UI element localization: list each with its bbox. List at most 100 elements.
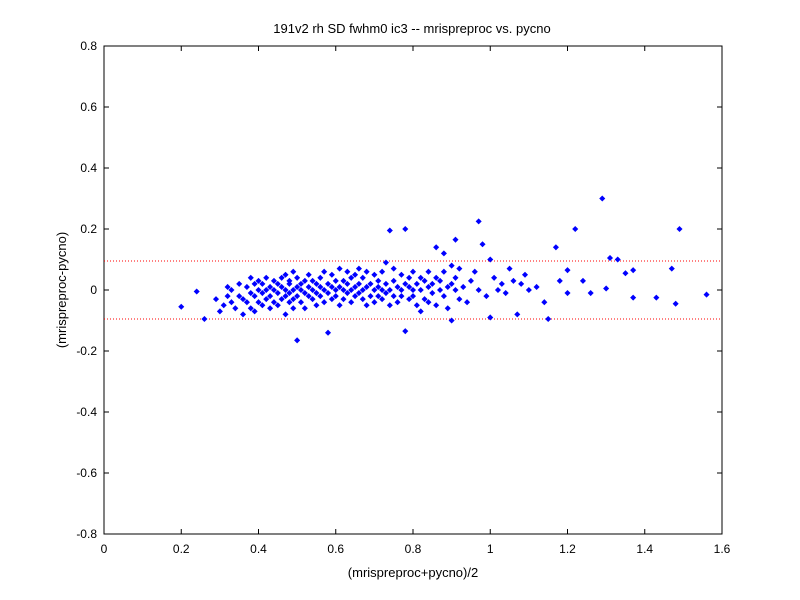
data-point	[514, 311, 521, 318]
data-point	[216, 308, 223, 315]
data-point	[212, 296, 220, 303]
chart-title: 191v2 rh SD fwhm0 ic3 -- mrispreproc vs.…	[273, 21, 550, 36]
data-point	[456, 265, 463, 272]
x-tick-label: 1.2	[559, 542, 576, 556]
data-point	[417, 274, 424, 281]
data-point	[506, 265, 513, 272]
data-point	[332, 293, 339, 300]
data-point	[259, 290, 266, 297]
data-point	[313, 280, 320, 287]
axis-ticks	[103, 45, 723, 535]
data-point	[367, 293, 374, 300]
data-point	[355, 290, 362, 297]
data-point	[224, 283, 231, 290]
data-point	[630, 294, 637, 301]
data-point	[409, 286, 417, 294]
data-point	[498, 280, 505, 287]
data-point	[460, 283, 467, 290]
data-point	[386, 286, 393, 294]
data-point	[417, 308, 424, 315]
data-point	[290, 296, 297, 303]
data-point	[359, 286, 366, 294]
data-point	[413, 280, 420, 287]
data-point	[475, 286, 482, 294]
data-point	[375, 283, 382, 290]
data-point	[325, 290, 332, 297]
data-point	[321, 286, 328, 294]
data-point	[564, 290, 571, 297]
data-point	[448, 317, 455, 324]
data-point	[703, 291, 710, 298]
data-point	[321, 299, 328, 306]
data-point	[359, 296, 366, 303]
x-tick-label: 1	[487, 542, 494, 556]
data-point	[363, 302, 370, 309]
data-point	[305, 283, 312, 290]
data-point	[425, 283, 432, 290]
data-point	[533, 283, 540, 290]
data-point	[440, 293, 447, 300]
data-point	[301, 290, 308, 297]
data-point	[444, 305, 451, 312]
data-point	[448, 280, 455, 287]
data-point	[367, 280, 374, 287]
data-point	[552, 244, 559, 251]
data-point	[402, 328, 409, 335]
data-point	[518, 280, 525, 287]
data-point	[305, 293, 312, 300]
data-point	[247, 274, 254, 281]
data-point	[421, 277, 428, 284]
data-point	[255, 286, 262, 294]
data-point	[406, 283, 413, 290]
data-point	[201, 315, 208, 322]
data-point	[332, 286, 339, 294]
data-point	[359, 274, 366, 281]
data-point	[452, 236, 459, 243]
data-point	[425, 268, 432, 275]
data-point	[494, 286, 501, 294]
data-point	[309, 296, 316, 303]
data-point	[379, 296, 386, 303]
data-point	[309, 277, 316, 284]
y-tick-label: 0.4	[80, 161, 97, 175]
x-tick-label: 0.8	[405, 542, 422, 556]
data-point	[653, 294, 660, 301]
data-point	[286, 280, 293, 287]
data-point	[301, 277, 308, 284]
data-point	[270, 286, 277, 294]
data-point	[282, 311, 289, 318]
data-point	[344, 280, 351, 287]
data-point	[294, 283, 301, 290]
x-tick-labels: 0 0.2 0.4 0.6 0.8 1 1.2 1.4 1.6	[101, 542, 731, 556]
data-point	[278, 274, 285, 281]
data-point	[433, 244, 440, 251]
data-point	[325, 280, 332, 287]
data-point	[236, 293, 243, 300]
data-point	[352, 293, 359, 300]
data-point	[344, 290, 351, 297]
data-point	[525, 286, 532, 294]
data-point	[352, 271, 359, 278]
data-point	[282, 271, 289, 278]
data-point	[278, 283, 285, 290]
data-point	[440, 268, 447, 275]
data-point	[429, 280, 436, 287]
data-point	[278, 296, 285, 303]
y-axis-label: (mrispreproc-pycno)	[54, 232, 69, 348]
data-point	[251, 293, 258, 300]
data-point	[491, 274, 498, 281]
data-point	[348, 286, 355, 294]
data-point	[340, 286, 347, 294]
data-point	[475, 218, 482, 225]
data-point	[240, 296, 247, 303]
data-point	[572, 225, 579, 233]
data-point	[336, 265, 343, 272]
data-point	[224, 293, 231, 300]
data-point	[321, 268, 328, 275]
data-point	[232, 305, 239, 312]
data-point	[274, 280, 281, 287]
data-point	[348, 299, 355, 306]
data-point	[386, 302, 393, 309]
data-point	[259, 280, 266, 287]
